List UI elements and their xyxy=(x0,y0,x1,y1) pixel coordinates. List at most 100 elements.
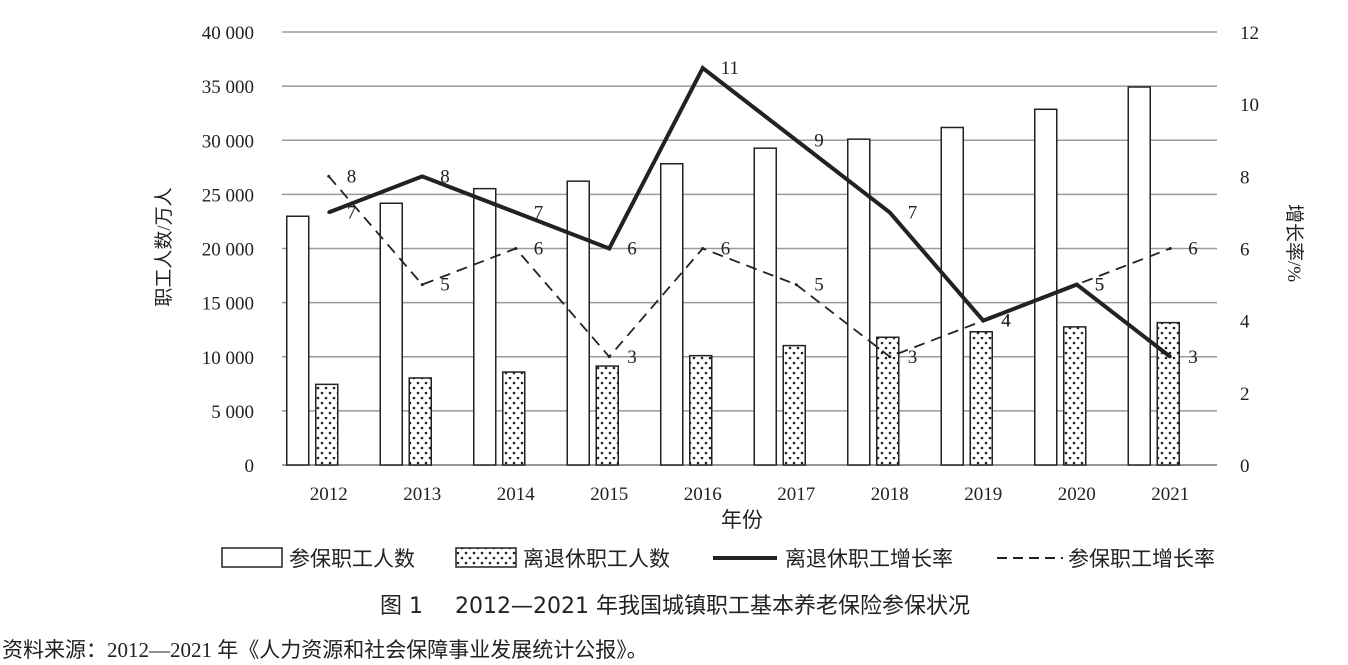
data-label-insured-growth: 6 xyxy=(1188,239,1198,260)
figure-label: 图 1 xyxy=(380,594,423,619)
data-label-insured-growth: 8 xyxy=(347,166,357,187)
line-retired-growth-point xyxy=(420,174,424,178)
bar-retired-workers xyxy=(782,344,806,466)
line-insured-growth xyxy=(328,175,1171,359)
figure-caption: 图 1 2012—2021 年我国城镇职工基本养老保险参保状况 xyxy=(380,594,970,619)
bar-retired-workers xyxy=(969,330,993,466)
bars xyxy=(286,86,1180,466)
data-label-retired-growth: 9 xyxy=(814,130,824,151)
data-label-retired-growth: 3 xyxy=(1188,347,1198,368)
line-insured-growth-point xyxy=(420,283,424,287)
line-retired-growth-point xyxy=(1075,283,1079,287)
legend-swatch-hollow-bar xyxy=(221,547,283,568)
left-axis: 0 5 000 10 000 15 000 20 000 25 000 30 000 35 0… xyxy=(202,23,254,477)
line-insured-growth-point xyxy=(888,355,892,359)
bar-retired-workers xyxy=(1156,321,1180,466)
bar-retired-workers xyxy=(408,377,432,466)
bar-insured-workers xyxy=(847,138,871,466)
x-tick-label: 2021 xyxy=(1151,484,1189,505)
data-label-insured-growth: 5 xyxy=(814,275,824,296)
bar-insured-workers xyxy=(473,187,497,466)
bar-retired-workers xyxy=(689,354,713,466)
y-tick-label-right: 12 xyxy=(1240,23,1259,44)
legend-label-3: 离退休职工增长率 xyxy=(785,547,953,571)
line-retired-growth-point xyxy=(327,210,331,214)
line-retired-growth-point xyxy=(888,210,892,214)
y-axis-left-title: 职工人数/万人 xyxy=(153,187,175,306)
bar-retired-workers xyxy=(1063,326,1087,466)
line-insured-growth-point xyxy=(701,247,705,250)
data-label-retired-growth: 5 xyxy=(1095,275,1105,296)
gridlines xyxy=(282,31,1217,466)
bar-retired-workers xyxy=(876,336,900,466)
x-tick-label: 2013 xyxy=(403,484,441,505)
data-label-retired-growth: 7 xyxy=(908,202,918,223)
x-tick-label: 2018 xyxy=(871,484,909,505)
legend-label-4: 参保职工增长率 xyxy=(1068,547,1215,571)
bar-insured-workers xyxy=(1034,108,1058,466)
line-retired-growth-point xyxy=(701,66,705,70)
line-insured-growth-point xyxy=(607,355,611,359)
bar-insured-workers xyxy=(379,202,403,466)
x-tick-label: 2016 xyxy=(684,484,722,505)
y-tick-label-right: 2 xyxy=(1240,384,1250,405)
data-label-retired-growth: 8 xyxy=(440,166,450,187)
right-axis: 0 2 4 6 8 10 12 xyxy=(1240,23,1259,477)
y-tick-label-right: 8 xyxy=(1240,167,1250,188)
x-tick-label: 2014 xyxy=(497,484,536,505)
data-label-insured-growth: 6 xyxy=(534,239,544,260)
line-insured-growth-point xyxy=(327,174,331,178)
y-tick-label-right: 4 xyxy=(1240,312,1250,333)
x-tick-label: 2020 xyxy=(1058,484,1096,505)
y-tick-label-left: 0 xyxy=(245,456,255,477)
line-retired-growth-point xyxy=(981,319,985,323)
y-tick-label-left: 20 000 xyxy=(202,240,254,261)
data-label-insured-growth: 3 xyxy=(627,347,637,368)
line-insured-growth-point xyxy=(794,283,798,287)
line-retired-growth-point xyxy=(794,138,798,142)
x-tick-label: 2019 xyxy=(964,484,1002,505)
source-note: 资料来源：2012—2021 年《人力资源和社会保障事业发展统计公报》。 xyxy=(2,638,648,662)
y-tick-label-right: 10 xyxy=(1240,95,1259,116)
legend-label-1: 参保职工人数 xyxy=(289,547,415,571)
figure-title: 2012—2021 年我国城镇职工基本养老保险参保状况 xyxy=(455,594,970,619)
y-tick-label-right: 0 xyxy=(1240,456,1250,477)
y-tick-label-left: 30 000 xyxy=(202,131,254,152)
data-label-retired-growth: 7 xyxy=(347,202,357,223)
data-label-insured-growth: 4 xyxy=(1001,311,1011,332)
bar-insured-workers xyxy=(566,180,590,466)
line-retired-growth-point xyxy=(514,210,518,214)
bar-insured-workers xyxy=(286,215,310,466)
y-tick-label-left: 10 000 xyxy=(202,348,254,369)
line-insured-growth-point xyxy=(1168,247,1172,250)
data-label-retired-growth: 11 xyxy=(721,58,739,79)
bar-retired-workers xyxy=(502,371,526,466)
data-label-insured-growth: 3 xyxy=(908,347,918,368)
x-tick-label: 2015 xyxy=(590,484,628,505)
data-label-retired-growth: 6 xyxy=(627,239,637,260)
bar-insured-workers xyxy=(753,147,777,466)
line-insured-growth-point xyxy=(514,247,518,250)
line-retired-growth-point xyxy=(607,247,611,250)
y-axis-right-title: 增长率/% xyxy=(1283,204,1305,282)
data-label-retired-growth: 7 xyxy=(534,202,544,223)
data-label-insured-growth: 5 xyxy=(440,275,450,296)
legend: 参保职工人数 离退休职工人数 离退休职工增长率 参保职工增长率 xyxy=(221,547,1215,571)
x-axis: 2012 2013 2014 2015 2016 2017 2018 2019 2020 2021 xyxy=(310,484,1190,505)
legend-swatch-dotted-bar xyxy=(455,547,517,568)
x-tick-label: 2012 xyxy=(310,484,348,505)
y-tick-label-left: 40 000 xyxy=(202,23,254,44)
bar-retired-workers xyxy=(595,365,619,466)
data-label-retired-growth: 4 xyxy=(1001,311,1011,332)
y-tick-label-left: 5 000 xyxy=(211,402,254,423)
line-retired-growth-point xyxy=(1168,355,1172,359)
bar-insured-workers xyxy=(660,162,684,466)
x-tick-label: 2017 xyxy=(777,484,815,505)
line-retired-growth xyxy=(328,65,1172,359)
legend-label-2: 离退休职工人数 xyxy=(523,547,670,571)
bar-insured-workers xyxy=(1127,86,1151,466)
y-tick-label-left: 15 000 xyxy=(202,294,254,315)
y-tick-label-left: 35 000 xyxy=(202,77,254,98)
